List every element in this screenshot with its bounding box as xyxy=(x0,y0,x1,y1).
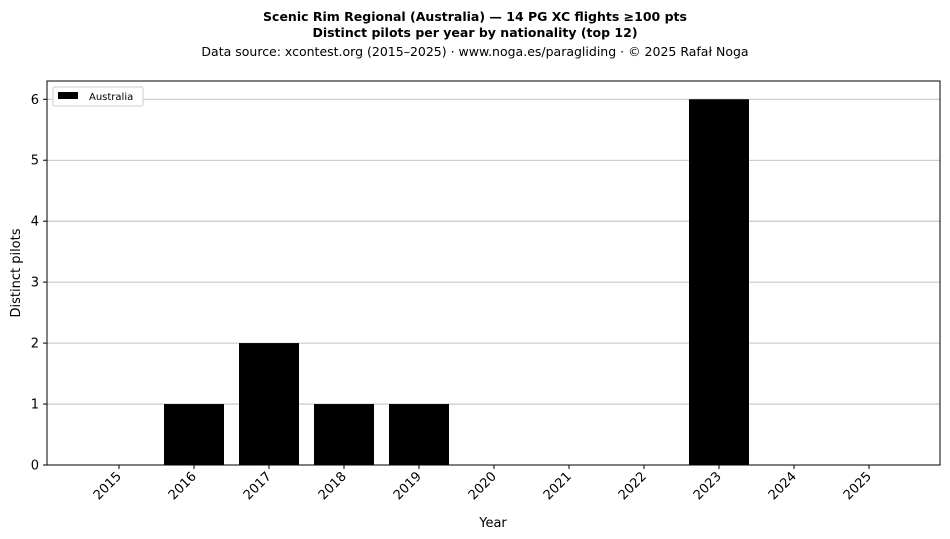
chart-title-line2: Distinct pilots per year by nationality … xyxy=(312,25,637,40)
x-tick-label: 2024 xyxy=(766,469,800,503)
x-tick-label: 2019 xyxy=(391,469,425,503)
bar-2023 xyxy=(689,99,749,466)
legend-label-australia: Australia xyxy=(89,92,133,103)
x-tick-label: 2016 xyxy=(166,469,200,503)
bar-2017 xyxy=(239,343,299,465)
x-tick-label: 2021 xyxy=(541,469,575,503)
bar-2016 xyxy=(164,404,224,465)
x-axis: 2015 2016 2017 2018 2019 2020 2021 2022 2023 2024… xyxy=(91,465,875,503)
bar-2018 xyxy=(314,404,374,465)
legend-swatch-australia xyxy=(58,92,78,99)
chart-subtitle: Data source: xcontest.org (2015–2025) · … xyxy=(201,44,748,59)
x-tick-label: 2015 xyxy=(91,469,125,503)
y-tick-label: 4 xyxy=(31,215,39,230)
y-tick-label: 3 xyxy=(31,276,39,291)
y-tick-label: 2 xyxy=(31,337,39,352)
bars xyxy=(164,99,749,466)
x-tick-label: 2018 xyxy=(316,469,350,503)
x-tick-label: 2022 xyxy=(616,469,650,503)
legend: Australia xyxy=(52,86,144,107)
y-tick-label: 6 xyxy=(31,93,39,108)
x-tick-label: 2020 xyxy=(466,469,500,503)
y-tick-label: 1 xyxy=(31,398,39,413)
y-axis: 0 1 2 3 4 5 6 xyxy=(31,93,47,474)
legend-box xyxy=(52,86,144,107)
y-axis-label: Distinct pilots xyxy=(9,228,24,317)
y-tick-label: 5 xyxy=(31,154,39,169)
x-tick-label: 2025 xyxy=(841,469,875,503)
x-tick-label: 2017 xyxy=(241,469,275,503)
x-axis-label: Year xyxy=(478,516,507,531)
bar-2019 xyxy=(389,404,449,465)
chart-title-line1: Scenic Rim Regional (Australia) — 14 PG … xyxy=(263,9,687,24)
x-tick-label: 2023 xyxy=(691,469,725,503)
y-tick-label: 0 xyxy=(31,459,39,474)
y-gridlines xyxy=(47,98,940,405)
